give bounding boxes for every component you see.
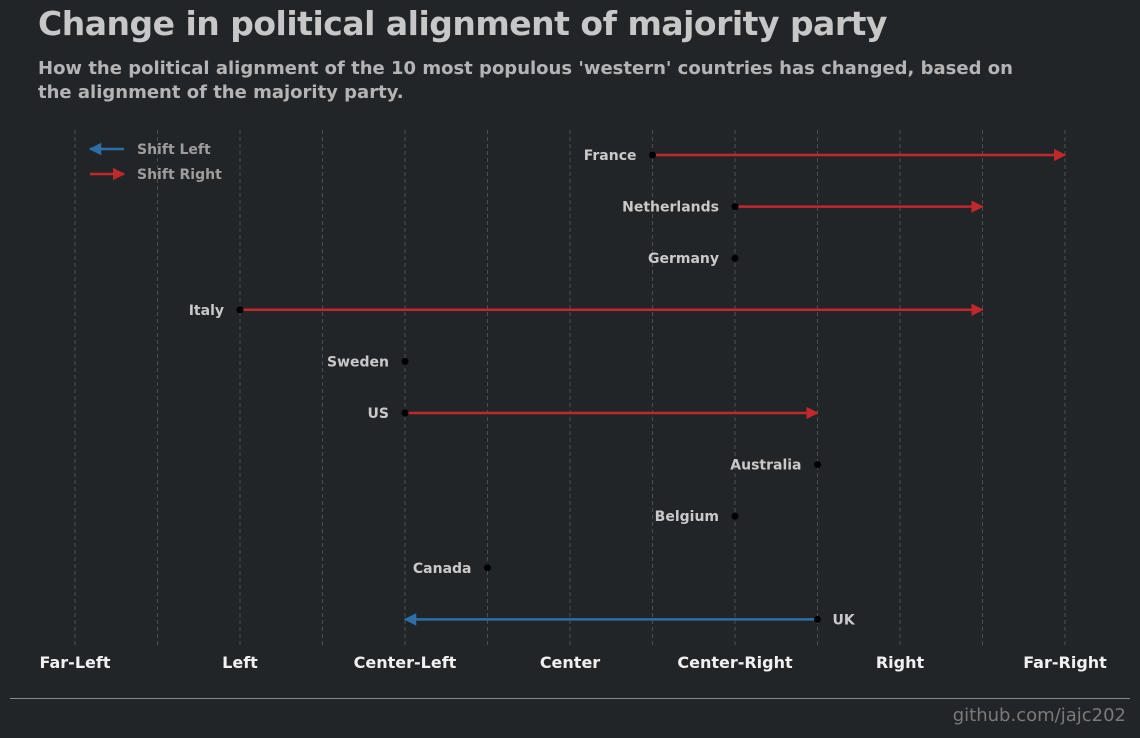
start-point (401, 409, 409, 417)
country-label: Belgium (655, 509, 719, 525)
x-tick-label: Far-Left (40, 653, 111, 672)
start-point (731, 254, 739, 262)
start-point (236, 306, 244, 314)
footer-divider (10, 698, 1130, 699)
x-axis-labels: Far-Left Left Center-Left Center Center-Righ… (40, 653, 1108, 672)
country-label: UK (833, 612, 856, 628)
x-tick-label: Left (222, 653, 258, 672)
grid-lines (74, 130, 1066, 648)
x-tick-label: Center (540, 653, 600, 672)
country-rows: France Netherlands Germany Italy Sweden US Aus… (189, 148, 1067, 628)
start-point (484, 564, 491, 572)
country-label: Sweden (327, 354, 389, 370)
country-label: Canada (413, 561, 472, 577)
country-label: Germany (648, 251, 719, 267)
chart-subtitle: How the political alignment of the 10 mo… (38, 58, 1013, 103)
legend-shift-right-label: Shift Right (137, 167, 222, 183)
start-point (731, 512, 739, 520)
x-tick-label: Center-Right (677, 653, 793, 672)
country-label: US (368, 406, 389, 422)
start-point (731, 203, 739, 211)
start-point (649, 151, 656, 159)
start-point (814, 461, 821, 469)
start-point (814, 615, 821, 623)
x-tick-label: Right (876, 653, 925, 672)
legend: Shift Left Shift Right (88, 142, 222, 183)
country-label: France (584, 148, 637, 164)
country-label: Australia (730, 458, 801, 474)
legend-shift-left-label: Shift Left (137, 142, 211, 158)
chart-title: Change in political alignment of majorit… (38, 4, 887, 43)
country-label: Netherlands (622, 200, 719, 216)
start-point (401, 357, 409, 365)
x-tick-label: Center-Left (354, 653, 457, 672)
x-tick-label: Far-Right (1023, 653, 1107, 672)
source-credit: github.com/jajc202 (952, 705, 1126, 726)
country-label: Italy (189, 303, 224, 319)
